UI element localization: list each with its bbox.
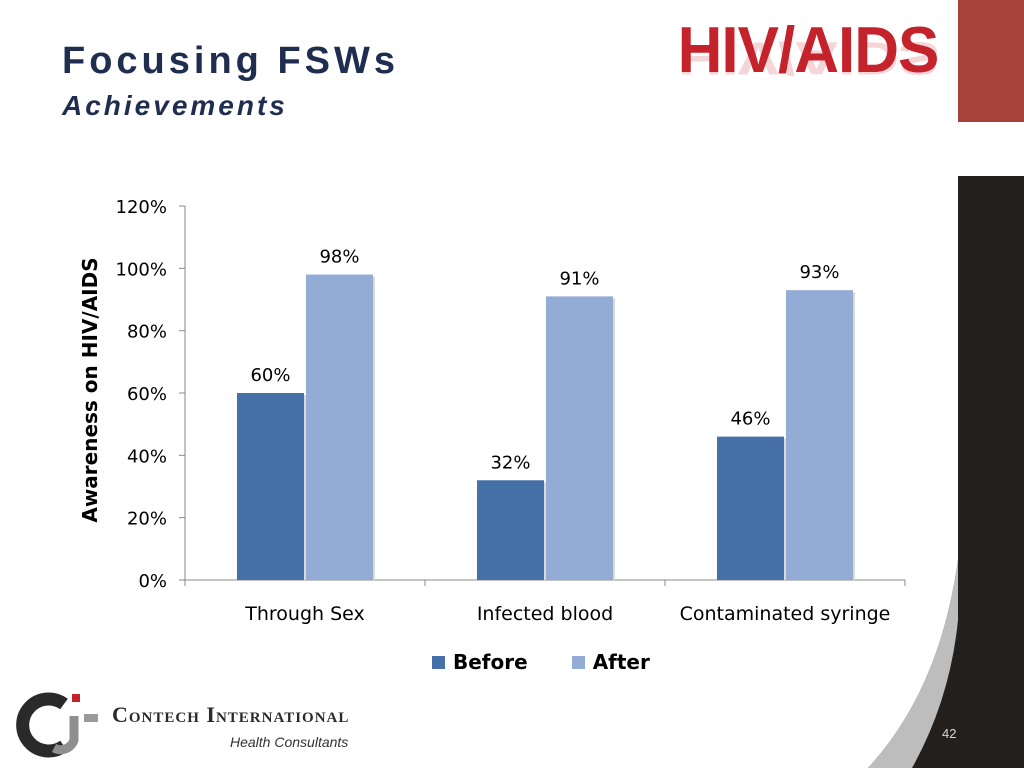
y-tick-label: 100%: [116, 259, 167, 280]
bar-before: [477, 480, 544, 580]
legend-swatch-after: [571, 655, 585, 669]
data-label: 32%: [490, 452, 530, 473]
dark-side-panel: [868, 176, 1024, 768]
page-subtitle: Achievements: [62, 90, 288, 121]
y-tick-label: 20%: [127, 509, 167, 530]
x-tick-label: Infected blood: [477, 603, 613, 625]
page-title: Focusing FSWs: [62, 40, 399, 82]
bar-before: [237, 393, 304, 580]
chart-legend: Before After: [432, 648, 684, 676]
data-label: 93%: [799, 262, 839, 283]
y-tick-label: 0%: [138, 571, 167, 592]
contech-logo-icon: [16, 692, 98, 758]
page-number: 42: [942, 726, 957, 741]
hiv-aids-logo: HIV/AIDS HIV/AIDS: [658, 14, 958, 138]
legend-swatch-before: [432, 655, 445, 669]
x-tick-label: Through Sex: [244, 603, 365, 625]
bar-before: [717, 436, 784, 580]
y-tick-label: 60%: [127, 384, 167, 405]
red-corner-block: [958, 0, 1024, 122]
data-label: 98%: [319, 247, 359, 268]
data-label: 91%: [559, 268, 599, 289]
company-tagline: Health Consultants: [230, 734, 349, 750]
legend-item-before: Before: [432, 650, 528, 674]
y-tick-label: 80%: [127, 322, 167, 343]
company-name-part-1: Contech: [112, 702, 200, 727]
bar-after: [546, 296, 613, 580]
y-tick-label: 120%: [116, 197, 167, 218]
legend-label-after: After: [592, 650, 650, 674]
company-name: Contech International: [112, 702, 349, 728]
hiv-aids-logo-text: HIV/AIDS: [677, 14, 940, 87]
bar-after: [786, 290, 853, 580]
y-tick-label: 40%: [127, 446, 167, 467]
x-tick-label: Contaminated syringe: [680, 603, 891, 625]
data-label: 60%: [250, 365, 290, 386]
bar-after: [306, 274, 373, 580]
grey-curve: [868, 560, 958, 768]
data-label: 46%: [730, 409, 770, 430]
company-name-part-2: International: [206, 702, 350, 727]
legend-label-before: Before: [453, 650, 528, 674]
legend-item-after: After: [571, 650, 650, 674]
y-axis-label: Awareness on HIV/AIDS: [78, 257, 102, 523]
